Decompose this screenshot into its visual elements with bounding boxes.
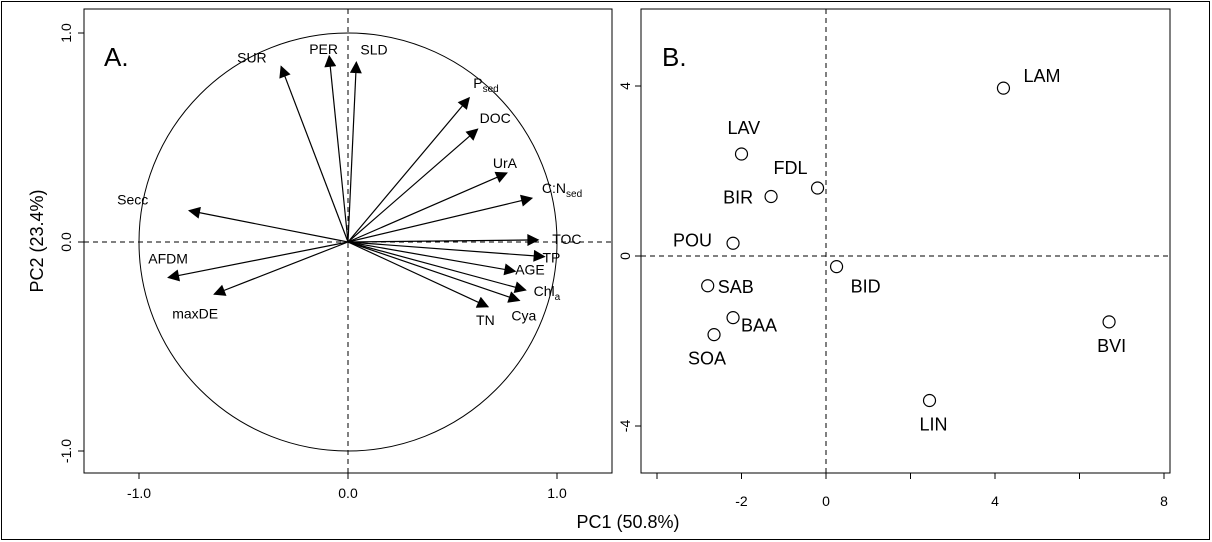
loading-label-secc: Secc	[117, 192, 148, 208]
panel-b-label: B.	[662, 42, 687, 72]
loading-label-ura: UrA	[493, 155, 518, 171]
score-point-lin	[922, 393, 937, 408]
loading-label-main: Secc	[117, 192, 148, 208]
score-label-pou: POU	[673, 230, 712, 250]
loading-label-main: C:N	[542, 180, 566, 196]
score-point-baa	[726, 311, 740, 325]
score-label-lin: LIN	[920, 415, 948, 435]
loading-label-maxde: maxDE	[172, 305, 218, 321]
loading-label-tp: TP	[542, 250, 560, 266]
loading-label-main: UrA	[493, 155, 518, 171]
score-label-bir: BIR	[723, 188, 753, 208]
loading-arrow-sur	[279, 65, 349, 243]
loading-label-main: SUR	[237, 49, 267, 65]
panel-a: A. -1.0 0.0 1.0 -1.0 0.0 1.0 PER SLD SUR Psed DOC U…	[58, 8, 613, 501]
x-axis-title: PC1 (50.8%)	[576, 512, 679, 532]
loading-label-doc: DOC	[480, 110, 511, 126]
loading-label-cya: Cya	[511, 308, 536, 324]
score-label-bid: BID	[851, 277, 881, 297]
loading-label-sld: SLD	[360, 41, 387, 57]
loading-label-subscript: sed	[566, 189, 582, 200]
panel-b-box	[640, 8, 1171, 474]
loading-arrow-maxde	[213, 241, 349, 296]
loading-label-main: Chl	[534, 283, 555, 299]
loading-label-main: AFDM	[148, 251, 188, 267]
correlation-circle	[138, 32, 558, 452]
loading-arrow-age	[347, 241, 517, 276]
loading-label-main: DOC	[480, 110, 511, 126]
loading-label-main: SLD	[360, 41, 387, 57]
score-point-fdl	[810, 181, 825, 195]
x-tick-label-a-2: 1.0	[547, 485, 567, 501]
x-tick-label-b-4: 4	[991, 493, 999, 509]
loading-label-tn: TN	[476, 312, 495, 328]
loading-arrow-doc	[347, 128, 479, 243]
loading-label-main: PER	[309, 41, 338, 57]
loading-label-subscript: a	[555, 292, 561, 303]
x-tick-label-a-1: 0.0	[338, 485, 358, 501]
score-label-fdl: FDL	[774, 158, 808, 178]
score-label-lav: LAV	[728, 118, 761, 138]
score-point-bid	[829, 260, 844, 274]
loading-arrow-c-nsed	[347, 194, 534, 243]
y-axis-title: PC2 (23.4%)	[27, 189, 47, 292]
loading-label-main: AGE	[515, 261, 545, 277]
loading-arrow-cya	[347, 241, 521, 303]
loading-arrow-sld	[347, 61, 362, 243]
score-point-soa	[707, 328, 721, 342]
loading-arrow-tn	[347, 241, 490, 308]
loading-label-toc: TOC	[552, 231, 581, 247]
loading-arrow-tp	[347, 241, 546, 262]
score-point-pou	[726, 236, 740, 250]
loading-arrow-psed	[347, 96, 470, 243]
loading-label-per: PER	[309, 41, 338, 57]
loading-arrow-per	[324, 54, 349, 243]
loading-label-main: P	[473, 75, 482, 91]
x-tick-label-b-2: 0	[822, 493, 830, 509]
loading-label-chla: Chla	[534, 283, 561, 303]
panel-b: B. -2 0 4 8 -4 0 4 LAM LAV FDL BIR POU BID SAB BAA SOA B…	[617, 8, 1171, 509]
score-label-bvi: BVI	[1097, 336, 1126, 356]
loading-label-c-nsed: C:Nsed	[542, 180, 582, 200]
score-point-lav	[734, 147, 749, 161]
score-label-baa: BAA	[741, 316, 777, 336]
y-tick-label-a-2: 1.0	[58, 23, 74, 43]
score-point-bir	[764, 189, 778, 204]
loading-label-main: TN	[476, 312, 495, 328]
score-point-lam	[996, 81, 1011, 95]
loading-label-psed: Psed	[473, 75, 498, 95]
loading-label-age: AGE	[515, 261, 545, 277]
loading-arrow-secc	[187, 206, 349, 243]
score-label-lam: LAM	[1023, 66, 1060, 86]
loading-label-main: TP	[542, 250, 560, 266]
x-tick-label-b-1: -2	[735, 493, 748, 509]
loading-label-main: maxDE	[172, 305, 218, 321]
y-tick-label-a-1: 0.0	[58, 232, 74, 252]
y-tick-label-a-0: -1.0	[58, 439, 74, 463]
panel-a-label: A.	[104, 42, 129, 72]
loading-arrow-toc	[347, 234, 540, 247]
loading-label-main: TOC	[552, 231, 581, 247]
loading-label-sur: SUR	[237, 49, 267, 65]
y-tick-label-b-0: -4	[617, 420, 633, 433]
loading-label-afdm: AFDM	[148, 251, 188, 267]
y-tick-label-b-1: 0	[617, 252, 633, 260]
score-label-sab: SAB	[718, 277, 754, 297]
loading-arrow-afdm	[167, 241, 349, 282]
loading-arrow-ura	[347, 171, 508, 243]
x-tick-label-a-0: -1.0	[127, 485, 151, 501]
score-point-bvi	[1102, 315, 1116, 329]
loading-arrow-chla	[347, 241, 527, 294]
y-tick-label-b-2: 4	[617, 82, 633, 90]
loading-label-main: Cya	[511, 308, 536, 324]
x-tick-label-b-6: 8	[1160, 493, 1168, 509]
loading-label-subscript: sed	[483, 84, 499, 95]
score-label-soa: SOA	[688, 349, 726, 369]
score-point-sab	[701, 279, 715, 293]
